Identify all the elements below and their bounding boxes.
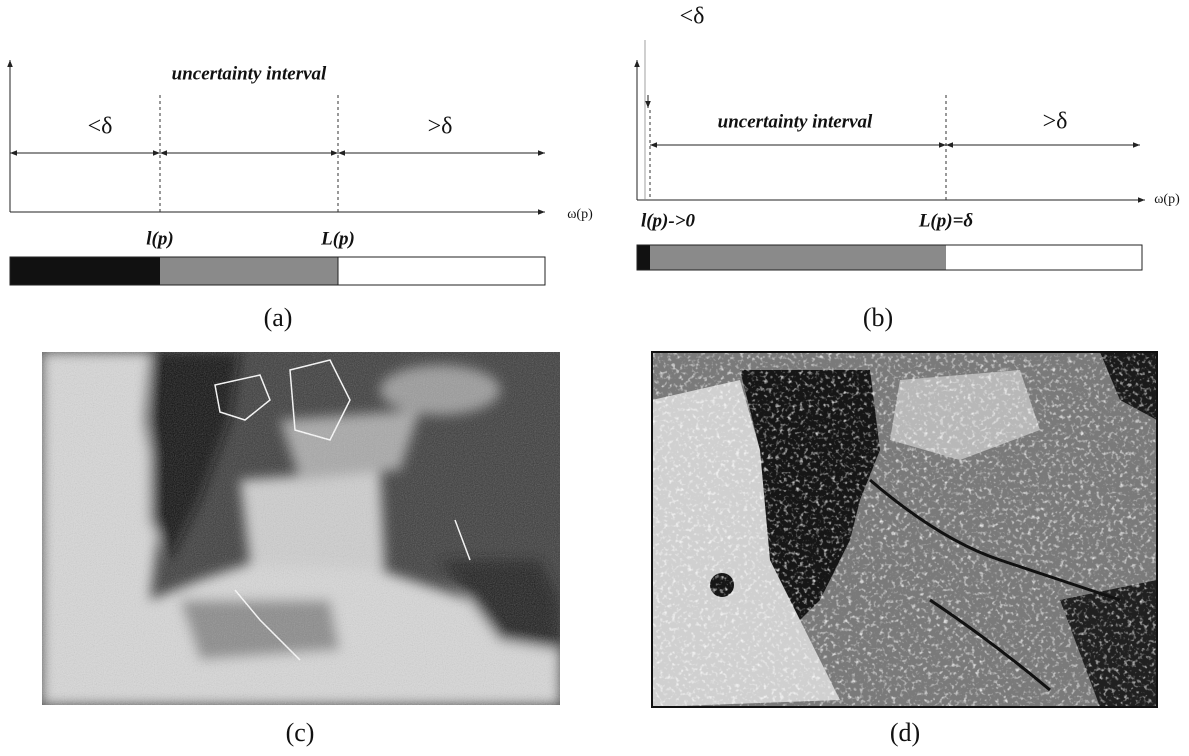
bar-gray [160, 257, 338, 285]
lower-label: l(p) [146, 228, 173, 249]
interval-label: uncertainty interval [172, 63, 327, 84]
upper-label: L(p)=δ [918, 210, 974, 231]
bar-frame [636, 244, 1143, 271]
upper-label: L(p) [320, 228, 355, 249]
image-frame [651, 351, 1158, 708]
bar-white [337, 256, 546, 286]
x-axis-label: ω(p) [1154, 192, 1180, 207]
bar-gray [650, 245, 946, 270]
classified-image [652, 352, 1157, 707]
bar-frame [9, 256, 546, 286]
caption: (d) [890, 718, 920, 747]
greater-label: >δ [428, 114, 453, 140]
panel-d: (d) [651, 351, 1158, 747]
lower-label: l(p)->0 [641, 210, 696, 231]
greater-label: >δ [1043, 109, 1068, 135]
caption: (a) [264, 303, 293, 332]
bar-black [637, 245, 650, 270]
panel-b: <δ uncertainty interval >δ ω(p) l(p)->0 … [634, 4, 1180, 332]
bar-white [946, 245, 1142, 270]
caption: (b) [863, 303, 893, 332]
bar-black [10, 257, 160, 285]
satellite-image [42, 352, 560, 705]
panel-c: (c) [42, 352, 560, 747]
caption: (c) [286, 718, 315, 747]
less-label: <δ [88, 114, 113, 140]
x-axis-label: ω(p) [567, 207, 593, 222]
interval-label: uncertainty interval [718, 111, 873, 132]
less-label: <δ [680, 4, 705, 30]
panel-a: uncertainty interval <δ >δ ω(p) l(p) L(p… [7, 60, 593, 332]
